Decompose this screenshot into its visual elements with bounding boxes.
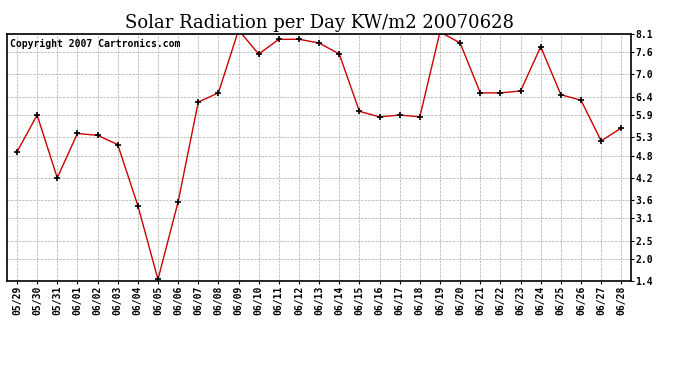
Text: Copyright 2007 Cartronics.com: Copyright 2007 Cartronics.com bbox=[10, 39, 180, 49]
Title: Solar Radiation per Day KW/m2 20070628: Solar Radiation per Day KW/m2 20070628 bbox=[125, 14, 513, 32]
